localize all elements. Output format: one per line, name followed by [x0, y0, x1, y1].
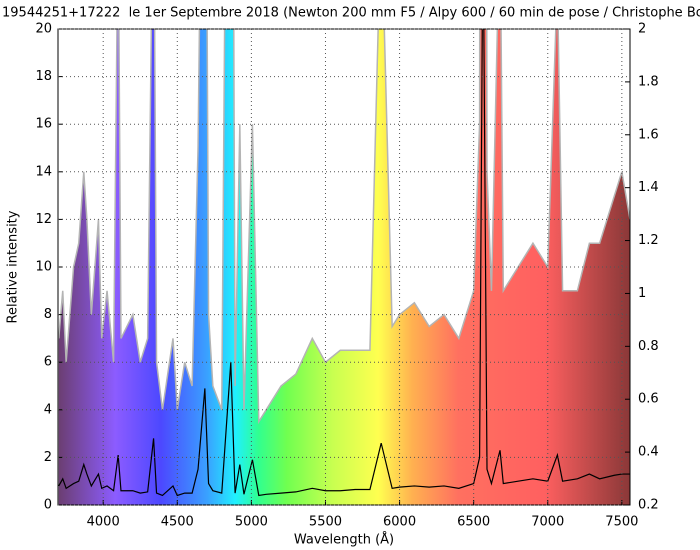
x-tick-label: 7500 — [605, 515, 638, 530]
y-tick-label: 20 — [35, 22, 52, 37]
y-tick-label: 2 — [44, 450, 52, 465]
y-tick-label: 12 — [35, 212, 52, 227]
y-tick-label: 14 — [35, 164, 52, 179]
y2-tick-label: 1.4 — [638, 180, 659, 195]
x-tick-label: 4500 — [161, 515, 194, 530]
y2-tick-label: 1.8 — [638, 74, 659, 89]
axes: 0 2 4 6 8 10 12 14 16 18 20 0.2 0.4 0.6 0.8 1 1.2 1.4 1.6 1… — [35, 22, 658, 530]
y2-tick-label: 2 — [638, 22, 646, 37]
chart-title: 19544251+17222 le 1er Septembre 2018 (Ne… — [2, 6, 700, 21]
y2-tick-label: 0.8 — [638, 339, 659, 354]
y-tick-label: 16 — [35, 117, 52, 132]
y2-tick-label: 1.6 — [638, 127, 659, 142]
y2-tick-label: 0.2 — [638, 498, 659, 513]
x-axis-label: Wavelength (Å) — [294, 532, 394, 548]
y-axis-label: Relative intensity — [6, 210, 21, 323]
y2-tick-label: 1 — [638, 286, 646, 301]
y-tick-label: 10 — [35, 260, 52, 275]
y2-tick-label: 1.2 — [638, 233, 659, 248]
y2-tick-label: 0.6 — [638, 392, 659, 407]
spectrum-fill — [58, 29, 630, 505]
x-tick-label: 5000 — [235, 515, 268, 530]
x-tick-label: 7000 — [531, 515, 564, 530]
y-tick-label: 18 — [35, 69, 52, 84]
y-tick-label: 4 — [44, 402, 52, 417]
y-tick-label: 6 — [44, 355, 52, 370]
x-tick-label: 5500 — [309, 515, 342, 530]
y-tick-label: 0 — [44, 498, 52, 513]
plot-area — [58, 29, 630, 505]
series-line — [58, 29, 630, 425]
x-tick-label: 6000 — [383, 515, 416, 530]
y-tick-label: 8 — [44, 307, 52, 322]
series-line — [58, 29, 630, 497]
x-tick-label: 6500 — [457, 515, 490, 530]
x-tick-label: 4000 — [87, 515, 120, 530]
y2-tick-label: 0.4 — [638, 445, 659, 460]
